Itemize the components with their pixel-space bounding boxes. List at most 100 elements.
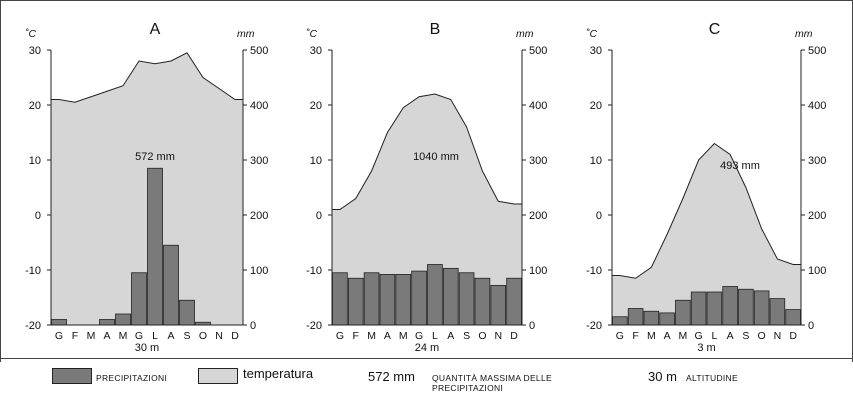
temperature-tick-label: -10 xyxy=(586,265,602,277)
month-label: M xyxy=(679,330,688,342)
altitude-label: 24 m xyxy=(415,342,439,354)
precipitation-bar xyxy=(643,310,660,326)
precipitation-bar xyxy=(131,272,147,326)
precipitation-bar xyxy=(659,312,675,326)
month-label: A xyxy=(447,330,454,342)
temperature-tick-label: 30 xyxy=(590,45,602,57)
total-precipitation-label: 572 mm xyxy=(135,151,175,163)
month-label: S xyxy=(742,330,749,342)
precipitation-tick-label: 400 xyxy=(808,100,826,112)
precipitation-bar xyxy=(427,264,443,326)
precipitation-bar xyxy=(675,299,691,326)
precipitation-bar xyxy=(458,272,475,326)
precipitation-tick-label: 0 xyxy=(529,320,535,332)
temperature-tick-label: 10 xyxy=(310,155,322,167)
precipitation-bar xyxy=(490,284,507,326)
precipitation-bar xyxy=(690,291,707,326)
temperature-line xyxy=(612,142,801,279)
month-label: M xyxy=(647,330,656,342)
month-label: O xyxy=(199,330,207,342)
precipitation-tick-label: 200 xyxy=(808,210,826,222)
precipitation-bar xyxy=(474,277,491,326)
precipitation-bar xyxy=(379,273,396,326)
temperature-tick-label: 0 xyxy=(596,210,602,222)
precipitation-bar xyxy=(769,298,786,326)
temperature-tick-label: 20 xyxy=(310,100,322,112)
precipitation-unit-label: mm xyxy=(237,28,255,40)
precipitation-tick-label: 0 xyxy=(250,320,256,332)
month-label: M xyxy=(87,330,96,342)
precipitation-tick-label: 100 xyxy=(529,265,547,277)
temperature-area xyxy=(51,52,243,325)
precipitation-bar xyxy=(51,319,67,326)
precipitation-bar xyxy=(627,308,644,326)
temperature-line xyxy=(51,52,243,103)
altitude-label: 3 m xyxy=(697,342,715,354)
month-label: D xyxy=(510,330,518,342)
temperature-line xyxy=(332,93,522,210)
precipitation-bar xyxy=(163,244,179,326)
total-precipitation-label: 1040 mm xyxy=(413,151,459,163)
precipitation-bar xyxy=(332,272,348,326)
month-label: F xyxy=(632,330,638,342)
precipitation-tick-label: 500 xyxy=(250,45,268,57)
precipitation-unit-label: mm xyxy=(795,28,813,40)
panel-title: B xyxy=(430,21,441,38)
precipitation-bar xyxy=(612,316,628,326)
month-label: M xyxy=(399,330,408,342)
month-label: G xyxy=(55,330,63,342)
month-label: N xyxy=(494,330,502,342)
month-label: S xyxy=(463,330,470,342)
temperature-tick-label: 30 xyxy=(29,45,41,57)
precipitation-bar xyxy=(442,267,459,326)
legend-value-desc-1: QUANTITÀ MASSIMA DELLE xyxy=(432,373,552,383)
month-label: F xyxy=(72,330,78,342)
precipitation-tick-label: 300 xyxy=(250,155,268,167)
legend-altitude-desc: ALTITUDINE xyxy=(686,373,738,383)
temperature-tick-label: 30 xyxy=(310,45,322,57)
month-label: N xyxy=(774,330,782,342)
panel-title: A xyxy=(150,21,161,38)
precipitation-bar xyxy=(395,273,412,326)
month-label: L xyxy=(432,330,438,342)
precipitation-bar xyxy=(753,290,770,326)
precipitation-tick-label: 200 xyxy=(250,210,268,222)
precipitation-bar xyxy=(363,272,380,326)
legend-value-example: 572 mm xyxy=(368,369,415,384)
temperature-tick-label: -10 xyxy=(25,265,41,277)
precipitation-tick-label: 300 xyxy=(529,155,547,167)
month-label: L xyxy=(152,330,158,342)
precipitation-bar xyxy=(785,309,801,326)
legend-label-precipitation: PRECIPITAZIONI xyxy=(96,373,168,383)
precipitation-tick-label: 0 xyxy=(808,320,814,332)
total-precipitation-label: 493 mm xyxy=(720,160,760,172)
precipitation-bar xyxy=(722,286,738,326)
precipitation-bar xyxy=(506,277,522,326)
temperature-tick-label: 0 xyxy=(316,210,322,222)
temperature-area xyxy=(612,143,801,325)
month-label: A xyxy=(167,330,174,342)
precipitation-bar xyxy=(411,270,427,326)
legend-value-desc-2: PRECIPITAZIONI xyxy=(432,383,504,393)
temperature-tick-label: -20 xyxy=(306,320,322,332)
precipitation-tick-label: 400 xyxy=(250,100,268,112)
precipitation-bar xyxy=(99,319,115,326)
temperature-tick-label: -20 xyxy=(25,320,41,332)
month-label: S xyxy=(183,330,190,342)
month-label: A xyxy=(103,330,110,342)
precipitation-bar xyxy=(706,291,723,326)
month-label: A xyxy=(664,330,671,342)
temperature-unit-label: ˚C xyxy=(586,28,597,40)
month-label: O xyxy=(478,330,486,342)
temperature-tick-label: 0 xyxy=(35,210,41,222)
legend-swatch-precipitation xyxy=(52,368,92,384)
temperature-tick-label: 10 xyxy=(29,155,41,167)
legend-altitude-example: 30 m xyxy=(648,369,677,384)
month-label: M xyxy=(367,330,376,342)
precipitation-unit-label: mm xyxy=(516,28,534,40)
month-label: A xyxy=(384,330,391,342)
month-label: N xyxy=(215,330,223,342)
month-label: M xyxy=(119,330,128,342)
month-label: G xyxy=(336,330,344,342)
month-label: G xyxy=(695,330,703,342)
